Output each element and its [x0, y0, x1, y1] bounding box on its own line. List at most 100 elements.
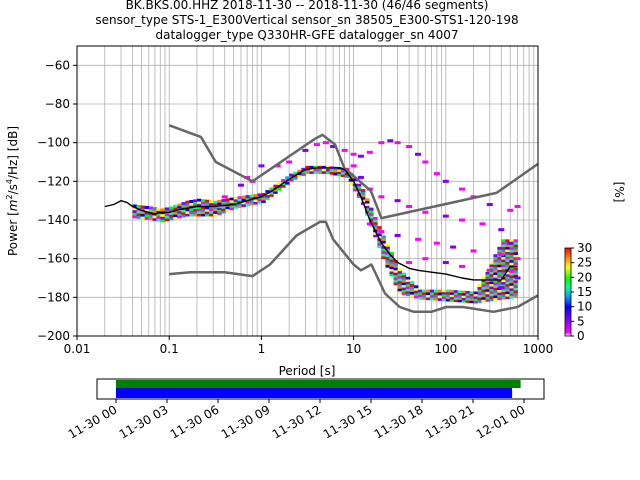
heatmap-cell — [381, 250, 386, 254]
heatmap-cell — [217, 202, 222, 206]
heatmap-cell — [381, 240, 386, 244]
heatmap-cell — [505, 266, 510, 270]
heatmap-cell — [473, 296, 478, 299]
heatmap-cell — [509, 249, 514, 253]
time-tick-label: 12-01 00 — [474, 402, 528, 441]
heatmap-cell — [397, 285, 403, 289]
heatmap-cell — [409, 283, 415, 287]
heatmap-cell — [152, 215, 157, 219]
heatmap-cell — [422, 294, 427, 298]
colorbar-label: [%] — [612, 182, 626, 203]
heatmap-cell — [160, 208, 166, 212]
heatmap-cell — [369, 218, 374, 222]
heatmap-cell — [497, 277, 502, 280]
heatmap-cell — [394, 233, 401, 237]
heatmap-cell — [152, 209, 157, 213]
heatmap-cell — [389, 271, 394, 274]
heatmap-cell — [205, 206, 210, 210]
heatmap-cell — [477, 284, 482, 288]
heatmap-cell — [505, 293, 510, 297]
heatmap-cell — [481, 289, 486, 293]
heatmap-cell — [393, 269, 398, 273]
heatmap-cell — [205, 213, 210, 217]
heatmap-cell — [497, 259, 502, 263]
heatmap-cell — [413, 285, 419, 289]
heatmap-cell — [373, 231, 378, 235]
heatmap-cell — [233, 196, 239, 200]
heatmap-cell — [393, 274, 398, 278]
heatmap-cell — [477, 299, 482, 303]
heatmap-cell — [418, 296, 423, 300]
heatmap-cell — [486, 203, 493, 207]
heatmap-cell — [269, 191, 274, 195]
heatmap-cell — [465, 293, 470, 296]
heatmap-cell — [405, 293, 411, 297]
heatmap-cell — [453, 299, 459, 303]
heatmap-cell — [469, 293, 474, 297]
heatmap-cell — [350, 152, 357, 156]
heatmap-cell — [406, 261, 413, 265]
heatmap-cell — [297, 169, 302, 173]
y-tick-label: −100 — [37, 136, 70, 150]
heatmap-cell — [409, 289, 415, 292]
heatmap-cell — [273, 191, 278, 194]
heatmap-cell — [514, 204, 521, 208]
heatmap-cell — [209, 200, 214, 204]
heatmap-cell — [189, 208, 194, 212]
heatmap-cell — [445, 298, 451, 302]
heatmap-cell — [144, 216, 150, 220]
heatmap-cell — [330, 145, 337, 149]
heatmap-cell — [425, 297, 431, 301]
heatmap-cell — [489, 286, 494, 289]
heatmap-cell — [493, 277, 498, 281]
heatmap-cell — [469, 298, 474, 301]
heatmap-cell — [322, 141, 329, 145]
mean-psd-line — [104, 167, 518, 281]
heatmap-cell — [221, 208, 226, 212]
heatmap-cell — [321, 168, 327, 172]
heatmap-cell — [364, 203, 370, 206]
heatmap-cell — [196, 203, 202, 207]
heatmap-cell — [485, 286, 490, 290]
heatmap-cell — [341, 148, 348, 152]
heatmap-cell — [497, 251, 502, 255]
y-tick-label: −140 — [37, 213, 70, 227]
colorbar-gradient — [564, 247, 572, 337]
heatmap-cell — [377, 233, 382, 237]
heatmap-cell — [501, 259, 506, 263]
heatmap-cell — [377, 240, 382, 244]
psd-plot: 0.01 0.1 1 10 100 1000 −60 −80 −100 −120 −140 −160… — [37, 45, 553, 356]
heatmap-cell — [505, 256, 510, 260]
heatmap-cell — [286, 160, 293, 164]
heatmap-cell — [513, 254, 518, 258]
heatmap-cell — [309, 171, 314, 174]
heatmap-cell — [356, 186, 362, 189]
heatmap-cell — [132, 215, 137, 219]
heatmap-cell — [493, 297, 498, 301]
heatmap-cell — [189, 202, 194, 206]
heatmap-cell — [344, 175, 350, 178]
heatmap-cell — [477, 292, 482, 295]
heatmap-cell — [457, 297, 463, 301]
heatmap-cell — [497, 292, 502, 296]
heatmap-cell — [253, 199, 258, 203]
heatmap-cell — [489, 283, 494, 287]
heatmap-cell — [193, 211, 198, 215]
heatmap-cell — [493, 287, 498, 291]
heatmap-cell — [253, 201, 258, 205]
heatmap-cell — [177, 213, 182, 216]
heatmap-cell — [193, 206, 198, 210]
heatmap-cell — [356, 195, 362, 199]
heatmap-cell — [389, 259, 394, 262]
heatmap-cell — [485, 281, 490, 285]
heatmap-cell — [356, 188, 362, 192]
heatmap-cell — [373, 219, 378, 223]
heatmap-cell — [357, 175, 364, 179]
heatmap-cell — [352, 188, 358, 192]
heatmap-cell — [422, 292, 427, 295]
heatmap-cell — [501, 271, 506, 275]
heatmap-cell — [385, 259, 390, 263]
heatmap-cell — [505, 274, 510, 277]
heatmap-cell — [193, 213, 198, 217]
